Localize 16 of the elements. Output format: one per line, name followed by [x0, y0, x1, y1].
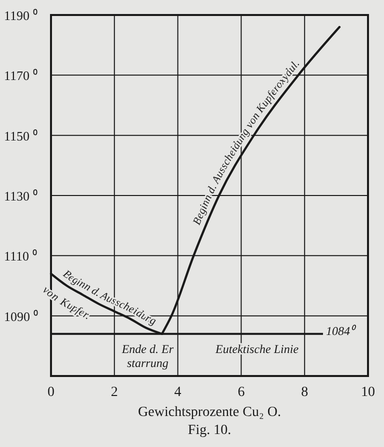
y-tick-label: 1130 ⁰	[4, 188, 38, 204]
y-tick-label: 1170 ⁰	[4, 68, 38, 84]
y-tick-label: 1150 ⁰	[4, 128, 38, 144]
caption: Fig. 10.	[188, 423, 232, 438]
x-tick-label: 0	[48, 385, 54, 400]
y-tick-label: 1190 ⁰	[4, 8, 38, 23]
x-tick-label: 4	[174, 385, 182, 400]
annotation: Ende d. Er starrung	[120, 342, 174, 370]
x-tick-label: 8	[301, 385, 308, 400]
x-tick-label: 10	[361, 385, 375, 400]
y-tick-label: 1090 ⁰	[4, 308, 38, 324]
x-axis-title: Gewichtsprozente Cu₂ O.	[138, 405, 281, 420]
x-tick-label: 2	[110, 385, 118, 400]
x-tick-label: 6	[238, 385, 245, 400]
y-tick-label: 1110 ⁰	[4, 248, 38, 264]
ref-line-label: 1084⁰	[326, 324, 357, 338]
